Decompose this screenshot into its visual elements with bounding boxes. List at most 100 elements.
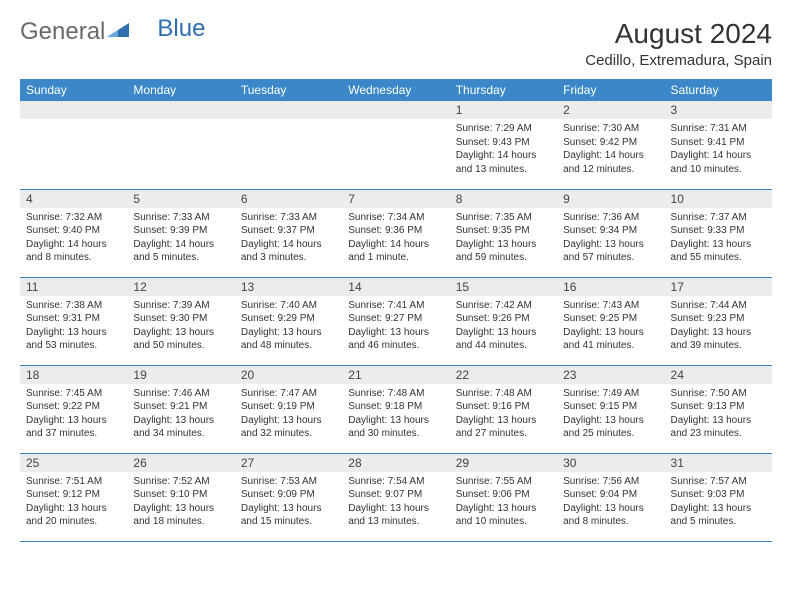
sunrise-line: Sunrise: 7:33 AM — [133, 211, 228, 225]
calendar-day-cell: 16Sunrise: 7:43 AMSunset: 9:25 PMDayligh… — [557, 277, 664, 365]
daylight-line: Daylight: 14 hours and 3 minutes. — [241, 238, 336, 265]
day-details: Sunrise: 7:55 AMSunset: 9:06 PMDaylight:… — [450, 472, 557, 533]
day-details: Sunrise: 7:50 AMSunset: 9:13 PMDaylight:… — [665, 384, 772, 445]
day-details: Sunrise: 7:51 AMSunset: 9:12 PMDaylight:… — [20, 472, 127, 533]
daylight-line: Daylight: 13 hours and 44 minutes. — [456, 326, 551, 353]
calendar-day-cell: 19Sunrise: 7:46 AMSunset: 9:21 PMDayligh… — [127, 365, 234, 453]
logo-triangle-icon — [107, 18, 129, 46]
day-number: 6 — [235, 190, 342, 208]
sunset-line: Sunset: 9:15 PM — [563, 400, 658, 414]
day-details — [127, 119, 234, 179]
day-details: Sunrise: 7:39 AMSunset: 9:30 PMDaylight:… — [127, 296, 234, 357]
calendar-day-cell: 5Sunrise: 7:33 AMSunset: 9:39 PMDaylight… — [127, 189, 234, 277]
sunrise-line: Sunrise: 7:38 AM — [26, 299, 121, 313]
sunset-line: Sunset: 9:23 PM — [671, 312, 766, 326]
day-number: 15 — [450, 278, 557, 296]
day-number: 3 — [665, 101, 772, 119]
sunrise-line: Sunrise: 7:42 AM — [456, 299, 551, 313]
weekday-header: Tuesday — [235, 79, 342, 101]
sunset-line: Sunset: 9:03 PM — [671, 488, 766, 502]
day-number: 18 — [20, 366, 127, 384]
day-number: 23 — [557, 366, 664, 384]
weekday-header: Thursday — [450, 79, 557, 101]
calendar-day-cell: 1Sunrise: 7:29 AMSunset: 9:43 PMDaylight… — [450, 101, 557, 189]
sunset-line: Sunset: 9:27 PM — [348, 312, 443, 326]
daylight-line: Daylight: 13 hours and 23 minutes. — [671, 414, 766, 441]
calendar-day-cell: 27Sunrise: 7:53 AMSunset: 9:09 PMDayligh… — [235, 453, 342, 541]
calendar-day-cell: 21Sunrise: 7:48 AMSunset: 9:18 PMDayligh… — [342, 365, 449, 453]
daylight-line: Daylight: 13 hours and 50 minutes. — [133, 326, 228, 353]
day-details: Sunrise: 7:52 AMSunset: 9:10 PMDaylight:… — [127, 472, 234, 533]
calendar-day-cell: 28Sunrise: 7:54 AMSunset: 9:07 PMDayligh… — [342, 453, 449, 541]
calendar-body: 1Sunrise: 7:29 AMSunset: 9:43 PMDaylight… — [20, 101, 772, 541]
day-details: Sunrise: 7:37 AMSunset: 9:33 PMDaylight:… — [665, 208, 772, 269]
sunset-line: Sunset: 9:39 PM — [133, 224, 228, 238]
day-number: 24 — [665, 366, 772, 384]
sunset-line: Sunset: 9:34 PM — [563, 224, 658, 238]
calendar-day-cell — [20, 101, 127, 189]
day-number: 29 — [450, 454, 557, 472]
day-details: Sunrise: 7:53 AMSunset: 9:09 PMDaylight:… — [235, 472, 342, 533]
day-number: 22 — [450, 366, 557, 384]
sunset-line: Sunset: 9:04 PM — [563, 488, 658, 502]
day-number: 26 — [127, 454, 234, 472]
day-number: 27 — [235, 454, 342, 472]
weekday-header-row: SundayMondayTuesdayWednesdayThursdayFrid… — [20, 79, 772, 101]
calendar-day-cell: 4Sunrise: 7:32 AMSunset: 9:40 PMDaylight… — [20, 189, 127, 277]
day-details: Sunrise: 7:57 AMSunset: 9:03 PMDaylight:… — [665, 472, 772, 533]
calendar-week-row: 25Sunrise: 7:51 AMSunset: 9:12 PMDayligh… — [20, 453, 772, 541]
daylight-line: Daylight: 13 hours and 34 minutes. — [133, 414, 228, 441]
weekday-header: Monday — [127, 79, 234, 101]
day-number: 9 — [557, 190, 664, 208]
daylight-line: Daylight: 14 hours and 5 minutes. — [133, 238, 228, 265]
sunrise-line: Sunrise: 7:43 AM — [563, 299, 658, 313]
day-details: Sunrise: 7:49 AMSunset: 9:15 PMDaylight:… — [557, 384, 664, 445]
calendar-day-cell: 20Sunrise: 7:47 AMSunset: 9:19 PMDayligh… — [235, 365, 342, 453]
day-details: Sunrise: 7:34 AMSunset: 9:36 PMDaylight:… — [342, 208, 449, 269]
day-number: 12 — [127, 278, 234, 296]
sunrise-line: Sunrise: 7:36 AM — [563, 211, 658, 225]
day-details: Sunrise: 7:46 AMSunset: 9:21 PMDaylight:… — [127, 384, 234, 445]
sunset-line: Sunset: 9:26 PM — [456, 312, 551, 326]
sunrise-line: Sunrise: 7:44 AM — [671, 299, 766, 313]
day-details: Sunrise: 7:56 AMSunset: 9:04 PMDaylight:… — [557, 472, 664, 533]
day-number: 1 — [450, 101, 557, 119]
daylight-line: Daylight: 13 hours and 15 minutes. — [241, 502, 336, 529]
daylight-line: Daylight: 13 hours and 5 minutes. — [671, 502, 766, 529]
sunset-line: Sunset: 9:18 PM — [348, 400, 443, 414]
sunset-line: Sunset: 9:19 PM — [241, 400, 336, 414]
daylight-line: Daylight: 13 hours and 30 minutes. — [348, 414, 443, 441]
sunrise-line: Sunrise: 7:31 AM — [671, 122, 766, 136]
weekday-header: Wednesday — [342, 79, 449, 101]
day-details: Sunrise: 7:33 AMSunset: 9:39 PMDaylight:… — [127, 208, 234, 269]
day-details: Sunrise: 7:31 AMSunset: 9:41 PMDaylight:… — [665, 119, 772, 180]
day-number: 7 — [342, 190, 449, 208]
sunset-line: Sunset: 9:42 PM — [563, 136, 658, 150]
calendar-week-row: 18Sunrise: 7:45 AMSunset: 9:22 PMDayligh… — [20, 365, 772, 453]
calendar-title: August 2024 — [585, 18, 772, 50]
daylight-line: Daylight: 13 hours and 55 minutes. — [671, 238, 766, 265]
day-details: Sunrise: 7:41 AMSunset: 9:27 PMDaylight:… — [342, 296, 449, 357]
sunset-line: Sunset: 9:33 PM — [671, 224, 766, 238]
day-number: 21 — [342, 366, 449, 384]
calendar-day-cell: 25Sunrise: 7:51 AMSunset: 9:12 PMDayligh… — [20, 453, 127, 541]
daylight-line: Daylight: 13 hours and 41 minutes. — [563, 326, 658, 353]
sunrise-line: Sunrise: 7:57 AM — [671, 475, 766, 489]
calendar-day-cell: 2Sunrise: 7:30 AMSunset: 9:42 PMDaylight… — [557, 101, 664, 189]
calendar-day-cell: 8Sunrise: 7:35 AMSunset: 9:35 PMDaylight… — [450, 189, 557, 277]
sunrise-line: Sunrise: 7:55 AM — [456, 475, 551, 489]
daylight-line: Daylight: 14 hours and 8 minutes. — [26, 238, 121, 265]
day-number: 11 — [20, 278, 127, 296]
day-number: 17 — [665, 278, 772, 296]
daylight-line: Daylight: 13 hours and 25 minutes. — [563, 414, 658, 441]
day-number: 25 — [20, 454, 127, 472]
sunset-line: Sunset: 9:12 PM — [26, 488, 121, 502]
day-number: 20 — [235, 366, 342, 384]
sunset-line: Sunset: 9:43 PM — [456, 136, 551, 150]
title-block: August 2024 Cedillo, Extremadura, Spain — [585, 18, 772, 69]
sunrise-line: Sunrise: 7:49 AM — [563, 387, 658, 401]
calendar-day-cell: 13Sunrise: 7:40 AMSunset: 9:29 PMDayligh… — [235, 277, 342, 365]
sunset-line: Sunset: 9:35 PM — [456, 224, 551, 238]
sunrise-line: Sunrise: 7:47 AM — [241, 387, 336, 401]
day-number: 16 — [557, 278, 664, 296]
